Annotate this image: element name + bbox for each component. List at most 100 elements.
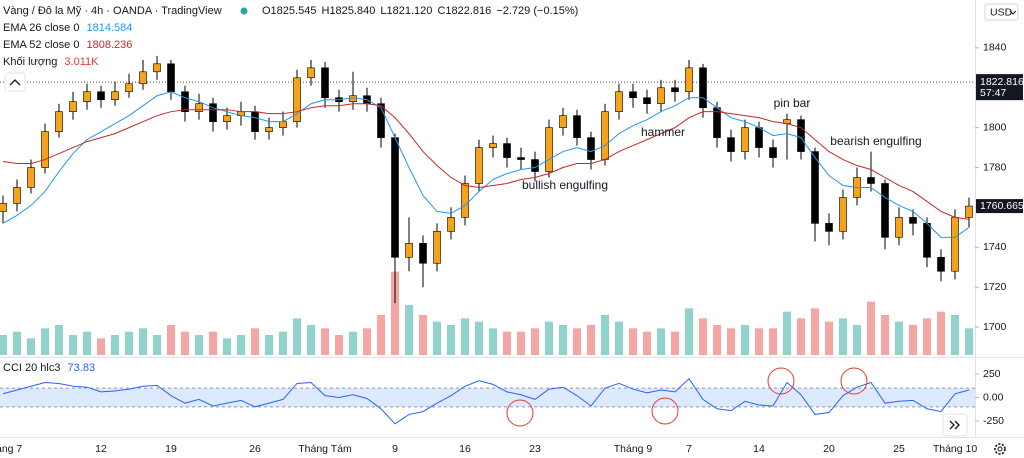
collapse-legend-button[interactable] <box>4 72 26 92</box>
cci-line <box>2 377 970 425</box>
price-box-label: 1822.816 <box>980 76 1024 88</box>
volume-bar <box>447 325 455 355</box>
currency-selector[interactable]: USD <box>984 3 1019 21</box>
candle-body <box>923 223 931 258</box>
scroll-to-realtime[interactable] <box>942 413 968 437</box>
volume-legend: Khối lượng 3.011K <box>3 56 99 68</box>
candle-body <box>937 256 945 272</box>
legend-value: 1814.584 <box>87 22 133 34</box>
settings-button[interactable] <box>994 443 1006 455</box>
price-tick-label: 1800 <box>983 121 1007 133</box>
cci-tick-label: 250 <box>983 368 1001 380</box>
candle-body <box>797 119 805 152</box>
candle-body <box>97 91 105 101</box>
price-tick-label: 1740 <box>983 241 1007 253</box>
legend-name: CCI 20 hlc3 <box>3 362 60 374</box>
volume-bar <box>363 328 371 355</box>
candle-body <box>587 137 595 160</box>
volume-bar <box>461 318 469 355</box>
candle-body <box>195 103 203 112</box>
volume-bar <box>573 328 581 355</box>
volume-bar <box>881 315 889 355</box>
candle-body <box>685 67 693 93</box>
volume-bar <box>643 331 651 355</box>
candle-body <box>251 111 259 132</box>
legend-name: Khối lượng <box>3 56 57 68</box>
candle-body <box>867 177 875 184</box>
volume-bar <box>377 315 385 355</box>
volume-bar <box>769 328 777 355</box>
annotation: pin bar <box>774 96 811 110</box>
candle-body <box>447 217 455 232</box>
candle-body <box>965 205 973 218</box>
volume-bar <box>237 335 245 355</box>
legend-name: EMA 52 close 0 <box>3 39 79 51</box>
ohlc-high: H1825.840 <box>322 5 376 17</box>
volume-bar <box>811 308 819 355</box>
candle-body <box>41 131 49 168</box>
candle-body <box>573 115 581 138</box>
currency-label: USD <box>990 6 1013 18</box>
candle-body <box>475 147 483 184</box>
legend-name: EMA 26 close 0 <box>3 22 79 34</box>
volume-bar <box>657 328 665 355</box>
candle-body <box>419 243 427 264</box>
volume-bar <box>699 318 707 355</box>
candle-body <box>895 217 903 238</box>
countdown-label: 57:47 <box>980 87 1006 99</box>
x-tick-label: Tháng 10 <box>933 443 978 455</box>
volume-bar <box>391 271 399 355</box>
annotation: hammer <box>641 125 685 139</box>
candle-body <box>643 97 651 105</box>
candle-body <box>181 91 189 112</box>
x-tick-label: Tháng 9 <box>614 443 653 455</box>
legend-value: 3.011K <box>64 56 99 68</box>
volume-bar <box>839 318 847 355</box>
cci-highlights <box>506 367 868 427</box>
candle-body <box>545 127 553 172</box>
candle-body <box>517 157 525 160</box>
volume-bar <box>125 331 133 355</box>
market-status <box>240 7 248 15</box>
ema-line <box>2 91 970 238</box>
volume-bar <box>545 321 553 355</box>
legend-value: 1808.236 <box>87 39 133 51</box>
candle-body <box>461 183 469 218</box>
candle-body <box>811 151 819 224</box>
price-tick-label: 1780 <box>983 161 1007 173</box>
cci-legend: CCI 20 hlc3 73.83 <box>3 362 95 374</box>
ema26-legend: EMA 26 close 0 1814.584 <box>3 22 132 34</box>
candle-body <box>741 127 749 152</box>
volume-bar <box>153 335 161 355</box>
volume-bar <box>503 331 511 355</box>
candle-body <box>153 63 161 73</box>
x-tick-label: 7 <box>686 443 692 455</box>
candle-body <box>209 103 217 122</box>
cci-tick-label: -250 <box>983 415 1004 427</box>
candle-body <box>839 197 847 232</box>
candle-body <box>825 223 833 232</box>
candle-body <box>755 127 763 148</box>
volume-bar <box>951 315 959 355</box>
candle-body <box>503 143 511 158</box>
candle-body <box>671 87 679 93</box>
volume-bar <box>517 331 525 355</box>
volume-bar <box>559 325 567 355</box>
volume-bar <box>13 331 21 355</box>
volume-bar <box>27 338 35 355</box>
candle-body <box>615 91 623 112</box>
legend-value: 73.83 <box>68 362 96 374</box>
volume-bar <box>853 325 861 355</box>
volume-bar <box>531 328 539 355</box>
last-price-label: 1760.665 <box>980 200 1024 212</box>
candle-body <box>391 137 399 258</box>
candle-body <box>27 167 35 188</box>
volume-bar <box>895 321 903 355</box>
candle-body <box>307 67 315 79</box>
candle-body <box>321 67 329 99</box>
volume-bar <box>167 325 175 355</box>
volume-bar <box>741 325 749 355</box>
ema52-legend: EMA 52 close 0 1808.236 <box>3 39 132 51</box>
volume-bar <box>349 331 357 355</box>
volume-bar <box>587 325 595 355</box>
